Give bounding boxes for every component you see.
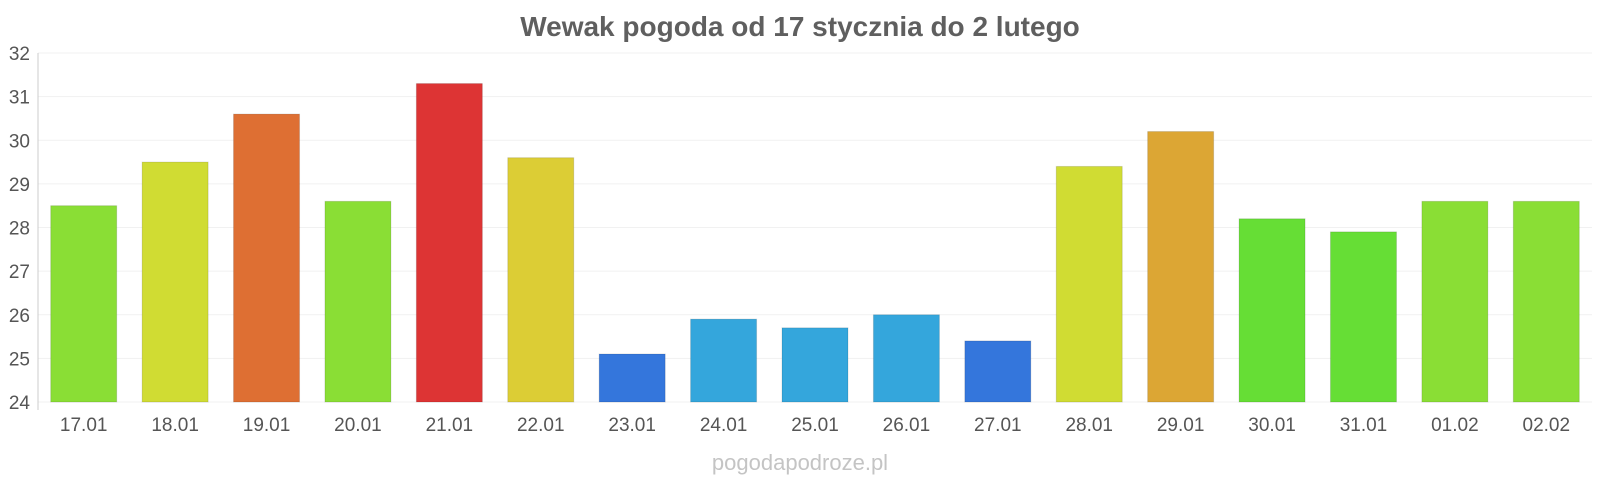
bar-18.01[interactable] [141,161,209,403]
x-tick-label: 23.01 [608,415,656,436]
x-tick-label: 17.01 [60,415,108,436]
bar-20.01[interactable] [324,200,392,403]
bar-23.01[interactable] [598,353,666,403]
y-axis-ticks: 24 25 26 27 28 29 30 31 32 [9,44,31,414]
y-tick-label: 31 [9,88,30,109]
bar-27.01[interactable] [964,340,1032,403]
y-tick-label: 32 [9,44,30,65]
x-tick-label: 24.01 [700,415,748,436]
bar-30.01[interactable] [1238,218,1306,403]
bars [50,83,1580,403]
x-tick-label: 19.01 [243,415,291,436]
y-tick-label: 26 [9,306,30,327]
chart-title: Wewak pogoda od 17 stycznia do 2 lutego [520,11,1080,42]
y-tick-label: 29 [9,175,30,196]
x-tick-label: 20.01 [334,415,382,436]
x-tick-label: 25.01 [791,415,839,436]
x-tick-label: 26.01 [883,415,931,436]
x-tick-label: 02.02 [1523,415,1571,436]
bar-29.01[interactable] [1147,131,1215,403]
watermark: pogodapodroze.pl [712,450,888,475]
y-tick-label: 28 [9,219,30,240]
x-tick-label: 30.01 [1248,415,1296,436]
x-tick-label: 22.01 [517,415,565,436]
bar-28.01[interactable] [1055,165,1123,403]
y-tick-label: 24 [9,393,31,414]
y-tick-label: 25 [9,349,30,370]
x-tick-label: 27.01 [974,415,1022,436]
bar-26.01[interactable] [872,314,940,403]
y-tick-label: 30 [9,131,30,152]
bar-31.01[interactable] [1329,231,1397,403]
bar-25.01[interactable] [781,327,849,403]
bar-17.01[interactable] [50,205,118,403]
bar-02.02[interactable] [1512,200,1580,403]
y-tick-label: 27 [9,262,30,283]
x-tick-label: 29.01 [1157,415,1205,436]
bar-24.01[interactable] [690,318,758,403]
x-axis-ticks: 17.01 18.01 19.01 20.01 21.01 22.01 23.01 24.01… [60,415,1570,436]
bar-01.02[interactable] [1421,200,1489,403]
x-tick-label: 18.01 [151,415,199,436]
x-tick-label: 01.02 [1431,415,1479,436]
x-tick-label: 28.01 [1065,415,1113,436]
x-tick-label: 21.01 [426,415,474,436]
bar-21.01[interactable] [415,83,483,403]
bar-22.01[interactable] [507,157,575,403]
x-tick-label: 31.01 [1340,415,1388,436]
bar-19.01[interactable] [233,113,301,403]
